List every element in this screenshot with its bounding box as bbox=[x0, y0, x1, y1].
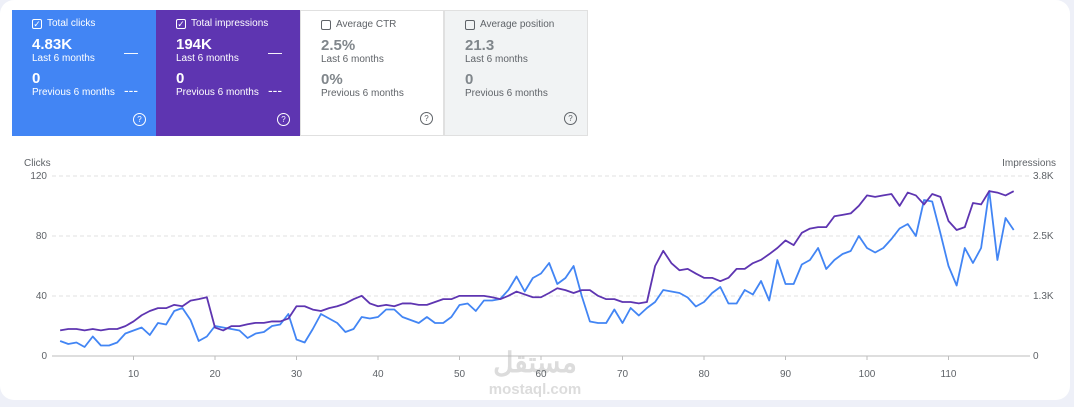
watermark: مستقل bbox=[493, 347, 577, 378]
card-prev-value: 0 bbox=[32, 70, 41, 87]
y2-tick-label: 3.8K bbox=[1033, 171, 1054, 182]
help-icon: ? bbox=[277, 113, 290, 126]
x-tick-label: 60 bbox=[535, 369, 547, 380]
y-axis-label: Clicks bbox=[24, 158, 51, 169]
y2-tick-label: 1.3K bbox=[1033, 291, 1054, 302]
y-tick-label: 0 bbox=[41, 351, 47, 362]
dash: — bbox=[124, 44, 138, 60]
card-header: Average position bbox=[465, 19, 587, 30]
dash: --- bbox=[268, 82, 282, 98]
card-prev-value: 0% bbox=[321, 71, 343, 88]
dash: --- bbox=[124, 82, 138, 98]
card-prev-period: Previous 6 months bbox=[32, 87, 115, 98]
card-header: ✓ Total clicks bbox=[32, 18, 156, 29]
card-period: Last 6 months bbox=[465, 54, 528, 65]
card-label: Average position bbox=[480, 19, 555, 30]
y-tick-label: 40 bbox=[36, 291, 48, 302]
y2-tick-label: 2.5K bbox=[1033, 231, 1054, 242]
metric-card[interactable]: ✓ Total impressions 194K Last 6 months 0 Prev… bbox=[156, 10, 300, 136]
card-prev-value: 0 bbox=[465, 71, 474, 88]
x-tick-label: 30 bbox=[291, 369, 303, 380]
card-header: ✓ Total impressions bbox=[176, 18, 300, 29]
chart: Clicks Impressions مستقل mostaql.com 0 40… bbox=[24, 158, 1056, 398]
x-tick-label: 70 bbox=[617, 369, 629, 380]
x-tick-label: 50 bbox=[454, 369, 466, 380]
checkbox[interactable] bbox=[465, 19, 475, 30]
x-tick-label: 40 bbox=[372, 369, 384, 380]
x-tick-label: 90 bbox=[780, 369, 792, 380]
series-line bbox=[59, 190, 1015, 332]
help-icon: ? bbox=[133, 113, 146, 126]
metric-card[interactable]: ✓ Total clicks 4.83K Last 6 months 0 Previous… bbox=[12, 10, 156, 136]
card-prev-value: 0 bbox=[176, 70, 185, 87]
card-value: 2.5% bbox=[321, 37, 356, 54]
checkbox[interactable]: ✓ bbox=[176, 18, 186, 29]
y-tick-label: 80 bbox=[36, 231, 48, 242]
checkbox[interactable] bbox=[321, 19, 331, 30]
card-label: Total impressions bbox=[191, 18, 269, 29]
card-label: Total clicks bbox=[47, 18, 96, 29]
x-tick-label: 110 bbox=[941, 369, 957, 380]
card-prev-period: Previous 6 months bbox=[321, 88, 404, 99]
card-period: Last 6 months bbox=[321, 54, 384, 65]
card-prev-period: Previous 6 months bbox=[465, 88, 548, 99]
card-value: 21.3 bbox=[465, 37, 495, 54]
y2-tick-label: 0 bbox=[1033, 351, 1039, 362]
card-header: Average CTR bbox=[321, 19, 443, 30]
x-tick-label: 10 bbox=[128, 369, 140, 380]
help-icon: ? bbox=[420, 112, 433, 125]
watermark: mostaql.com bbox=[489, 381, 582, 398]
y-tick-label: 120 bbox=[30, 171, 47, 182]
x-tick-label: 80 bbox=[698, 369, 710, 380]
metric-card[interactable]: Average position 21.3 Last 6 months 0 Previo… bbox=[444, 10, 588, 136]
dash: — bbox=[268, 44, 282, 60]
x-tick-label: 100 bbox=[859, 369, 876, 380]
y2-axis-label: Impressions bbox=[1002, 158, 1056, 169]
help-icon: ? bbox=[564, 112, 577, 125]
card-value: 194K bbox=[176, 36, 212, 53]
metric-card[interactable]: Average CTR 2.5% Last 6 months 0% Previous 6… bbox=[300, 10, 444, 136]
panel: ✓ Total clicks 4.83K Last 6 months 0 Previous… bbox=[0, 0, 1070, 400]
card-value: 4.83K bbox=[32, 36, 73, 53]
card-label: Average CTR bbox=[336, 19, 397, 30]
checkbox[interactable]: ✓ bbox=[32, 18, 42, 29]
card-period: Last 6 months bbox=[32, 53, 95, 64]
x-tick-label: 20 bbox=[209, 369, 221, 380]
series-line bbox=[59, 190, 1015, 348]
card-prev-period: Previous 6 months bbox=[176, 87, 259, 98]
card-period: Last 6 months bbox=[176, 53, 239, 64]
